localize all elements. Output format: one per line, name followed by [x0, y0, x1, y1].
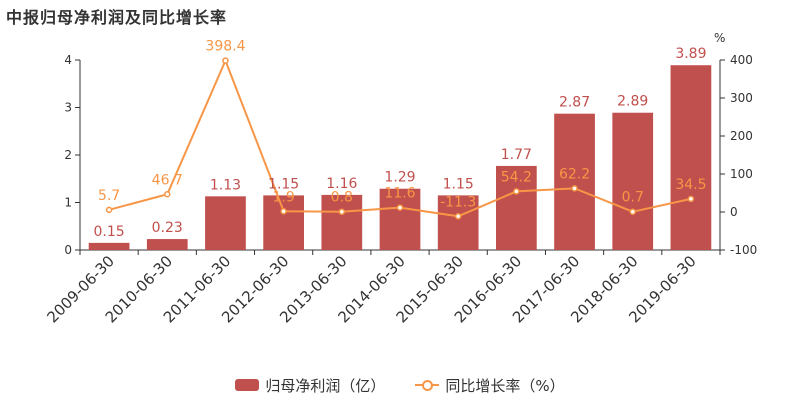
- bar-value-label: 0.15: [94, 224, 125, 240]
- growth-value-label: 0.7: [622, 190, 644, 206]
- right-axis-tick-label: 200: [730, 129, 753, 143]
- legend-line-swatch: [415, 378, 440, 392]
- left-axis-tick-label: 1: [64, 196, 72, 210]
- bar-value-label: 1.29: [384, 170, 415, 186]
- bar-value-label: 2.87: [559, 95, 590, 111]
- bar-value-label: 1.15: [268, 176, 299, 192]
- bar: [496, 165, 537, 250]
- legend-item-bar[interactable]: 归母净利润（亿）: [235, 375, 385, 396]
- growth-value-label: 34.5: [675, 177, 706, 193]
- left-axis-tick-label: 4: [64, 53, 72, 67]
- labels-layer: 0.15 0.23 1.13 1.15 1.16 1.29 1.15 1.77 2.87 2.89…: [94, 39, 707, 240]
- bar: [321, 194, 363, 250]
- chart-title: 中报归母净利润及同比增长率: [6, 8, 228, 27]
- growth-point: [687, 195, 695, 203]
- bar: [88, 242, 130, 250]
- bar-value-label: 2.89: [617, 94, 648, 110]
- growth-point: [454, 213, 462, 220]
- growth-point: [338, 208, 346, 215]
- growth-value-label: 62.2: [559, 166, 590, 182]
- growth-point: [280, 208, 287, 215]
- right-axis-tick-label: -100: [730, 243, 757, 257]
- right-axis-tick-label: 100: [730, 167, 753, 181]
- legend-item-line[interactable]: 同比增长率（%）: [415, 375, 565, 396]
- bar: [379, 188, 421, 250]
- growth-point: [513, 188, 520, 195]
- growth-point: [164, 191, 171, 198]
- bar: [263, 195, 304, 250]
- bar-value-label: 1.13: [210, 177, 241, 193]
- growth-value-label: 46.7: [152, 172, 183, 188]
- bar-value-label: 3.89: [675, 46, 706, 62]
- bar: [670, 65, 712, 250]
- legend-line-label: 同比增长率（%）: [445, 376, 565, 395]
- growth-value-label: 398.4: [205, 39, 245, 55]
- right-axis-tick-label: 300: [730, 91, 753, 105]
- growth-value-label: 11.6: [384, 186, 415, 202]
- growth-value-label: 5.7: [98, 188, 120, 204]
- growth-point: [105, 206, 113, 214]
- bar: [554, 113, 595, 250]
- right-axis-tick-label: 400: [730, 53, 753, 67]
- growth-point: [396, 204, 404, 211]
- bar: [612, 112, 654, 250]
- growth-value-label: 0.8: [331, 190, 353, 206]
- bar: [205, 196, 246, 250]
- legend-bar-swatch: [235, 379, 260, 391]
- growth-value-label: 1.9: [273, 189, 295, 205]
- bar-value-label: 0.23: [152, 220, 183, 236]
- growth-value-label: 54.2: [501, 169, 532, 185]
- line-layer: [105, 57, 695, 220]
- left-axis-tick-label: 3: [64, 101, 72, 115]
- growth-point: [222, 57, 229, 64]
- bar: [146, 239, 188, 250]
- right-axis-tick-label: 0: [730, 205, 738, 219]
- bar: [437, 195, 479, 250]
- bars-layer: [88, 65, 712, 250]
- bar-value-label: 1.16: [326, 176, 357, 192]
- growth-value-label: -11.3: [440, 194, 476, 210]
- bar-value-label: 1.77: [501, 147, 532, 163]
- bar-value-label: 1.15: [443, 176, 474, 192]
- growth-point: [571, 185, 578, 192]
- legend-bar-label: 归母净利润（亿）: [265, 376, 386, 395]
- left-axis-tick-label: 0: [64, 243, 72, 257]
- growth-point: [629, 208, 636, 215]
- left-axis-tick-label: 2: [64, 148, 72, 162]
- right-axis-unit: %: [714, 31, 725, 45]
- legend: 归母净利润（亿） 同比增长率（%）: [0, 374, 800, 396]
